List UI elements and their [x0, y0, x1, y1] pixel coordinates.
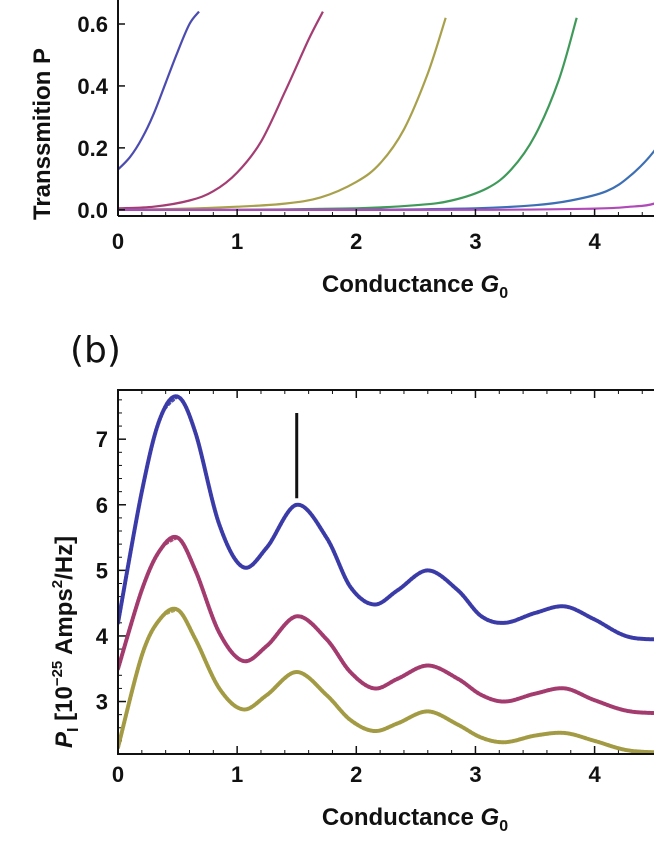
panel-b-y-tick-label-2: 5 — [96, 558, 108, 583]
panel-b-series-rise-2 — [119, 536, 179, 670]
panel-b-y-title: PI [10−25 Amps2/Hz] — [49, 536, 82, 748]
panel-b-noise-chart: 0 1 2 3 4 3 4 5 6 7 Conductance G0 PI [10−25 Amps… — [49, 389, 654, 835]
panel-b-ticks: 0 1 2 3 4 3 4 5 6 7 — [96, 390, 643, 787]
panel-b-y-tick-label-4: 7 — [96, 427, 108, 452]
panel-a-series-line-2 — [118, 11, 324, 210]
panel-a-y-tick-label-0: 0.0 — [77, 198, 108, 223]
panel-b-series-dots-3 — [119, 606, 654, 753]
panel-b-series-dots-2 — [119, 534, 654, 716]
panel-a-series-line-3 — [118, 17, 447, 211]
panel-b-y-tick-label-3: 6 — [96, 493, 108, 518]
panel-a-transmission-chart: 0 1 2 3 4 0.0 0.2 0.4 0.6 Conductance G0 Transsm… — [29, 0, 654, 302]
panel-b-x-tick-label-4: 4 — [588, 762, 601, 787]
panel-a-series-line-5 — [118, 149, 654, 212]
panel-a-y-tick-label-2: 0.4 — [77, 74, 108, 99]
panel-b-frame — [117, 389, 654, 755]
panel-a-y-tick-label-1: 0.2 — [77, 136, 108, 161]
panel-a-x-tick-label-3: 3 — [469, 229, 481, 254]
panel-a-series-line-4 — [118, 17, 578, 212]
panel-b-series-rise-1 — [119, 395, 179, 624]
panel-b-series-dots-1 — [119, 394, 654, 642]
panel-b-series-rise-3 — [119, 608, 179, 749]
panel-b-x-tick-label-0: 0 — [112, 762, 124, 787]
panel-a-series-line-6 — [118, 202, 654, 211]
panel-a-y-title: Transsmition P — [29, 48, 56, 220]
panel-a-x-tick-label-1: 1 — [231, 229, 243, 254]
panel-b-x-tick-label-1: 1 — [231, 762, 243, 787]
panel-b-y-tick-label-1: 4 — [96, 624, 109, 649]
panel-a-x-title: Conductance G0 — [322, 271, 508, 302]
panel-b-y-tick-label-0: 3 — [96, 690, 108, 715]
panel-a-x-tick-label-4: 4 — [588, 229, 601, 254]
panel-a-y-tick-label-3: 0.6 — [77, 12, 108, 37]
panel-a-series-group — [118, 10, 654, 212]
panel-b-x-tick-label-2: 2 — [350, 762, 362, 787]
panel-a-x-tick-label-2: 2 — [350, 229, 362, 254]
panel-b-label: (b) — [70, 330, 121, 371]
panel-a-series-line-1 — [118, 10, 200, 171]
panel-a-x-tick-label-0: 0 — [112, 229, 124, 254]
panel-a-ticks: 0 1 2 3 4 0.0 0.2 0.4 0.6 — [77, 12, 643, 254]
panel-b-x-tick-label-3: 3 — [469, 762, 481, 787]
panel-b-series-group — [119, 394, 654, 753]
panel-b-x-title: Conductance G0 — [322, 804, 508, 835]
